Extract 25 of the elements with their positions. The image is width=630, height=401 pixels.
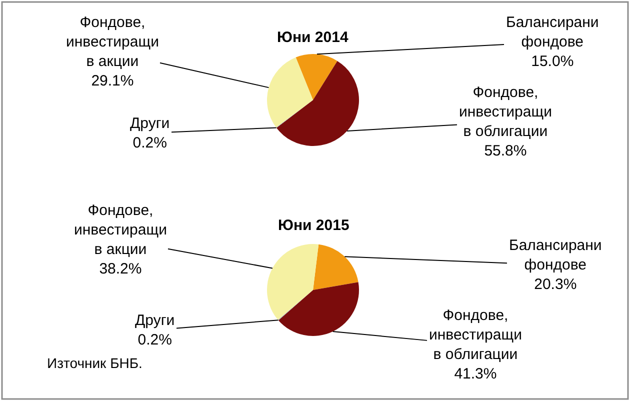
data-label: 41.3% — [454, 366, 497, 382]
slice-label: Балансирани фондове — [509, 237, 602, 274]
data-label: 29.1% — [91, 72, 134, 90]
slice-label: Фондове, инвестиращи в облигации — [429, 307, 522, 363]
data-label: 0.2% — [132, 134, 167, 152]
pie-slice — [296, 54, 338, 100]
text: Юни 2014 — [277, 29, 349, 46]
slice-label: Други — [130, 115, 170, 132]
slice-label: Балансирани фондове — [506, 14, 599, 50]
pie-slice — [267, 57, 313, 128]
slice-label: Други — [135, 312, 175, 329]
data-label: 0.2% — [138, 332, 172, 348]
data-label: 38.2% — [99, 260, 142, 278]
pie-slice — [278, 282, 359, 336]
pie-slice — [313, 244, 358, 290]
slice-label: Фондове, инвестиращи в облигации — [459, 84, 552, 140]
pie-slice — [276, 60, 359, 146]
data-label: 15.0% — [531, 53, 574, 70]
slice-label: Фондове, инвестиращи в акции — [74, 202, 167, 258]
slice-label: Фондове, инвестиращи в акции — [66, 14, 159, 70]
data-label: 20.3% — [534, 276, 577, 293]
data-label: 55.8% — [484, 142, 527, 160]
text: Източник БНБ. — [47, 355, 142, 371]
text: Юни 2015 — [278, 217, 350, 234]
pie-slice — [267, 244, 319, 320]
